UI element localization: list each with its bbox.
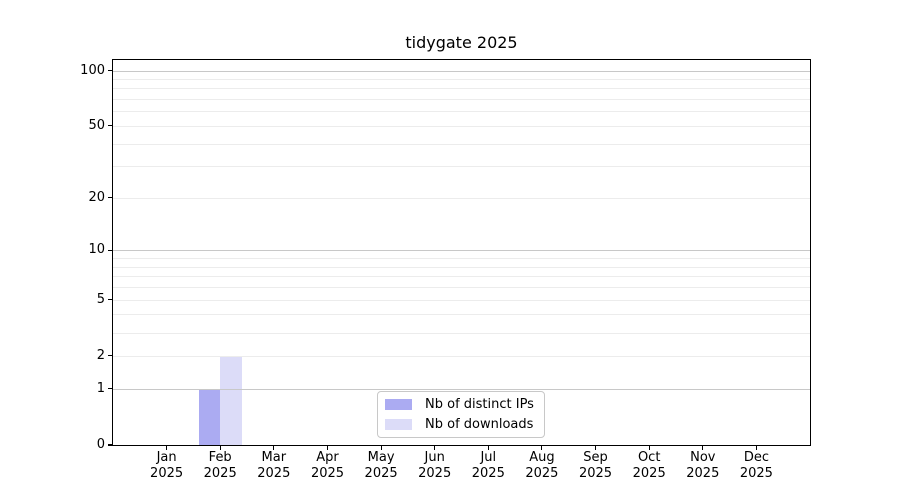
x-tick-mark (594, 445, 597, 450)
legend-swatch-distinct-ips (385, 399, 412, 410)
x-tick-month: Nov (690, 450, 716, 465)
x-tick-month: Jul (480, 450, 497, 465)
x-tick-month: Oct (637, 450, 661, 465)
x-tick-label-aug: Aug 2025 (512, 450, 572, 482)
gridline-minor-40 (113, 143, 810, 145)
x-tick-label-feb: Feb 2025 (190, 450, 250, 482)
y-tick-label-50: 50 (88, 117, 105, 133)
x-tick-year: 2025 (739, 466, 773, 481)
x-tick-label-sep: Sep 2025 (566, 450, 626, 482)
gridline-minor-5 (113, 299, 810, 301)
gridline-minor-4 (113, 314, 810, 316)
x-tick-mark (219, 445, 221, 450)
x-tick-year: 2025 (578, 466, 613, 481)
gridline-minor-50 (113, 125, 810, 127)
legend-label-distinct-ips: Nb of distinct IPs (425, 397, 534, 412)
x-tick-label-nov: Nov 2025 (673, 450, 733, 482)
x-tick-year: 2025 (418, 466, 452, 481)
gridline-minor-60 (113, 111, 810, 113)
y-tick-mark (108, 299, 113, 301)
plot-area (112, 59, 811, 446)
x-tick-month: Aug (529, 450, 555, 465)
x-tick-month: Jun (424, 450, 445, 465)
x-tick-mark (326, 445, 329, 450)
x-tick-label-may: May 2025 (351, 450, 411, 482)
y-tick-label-20: 20 (88, 189, 105, 205)
gridline-major-10 (113, 250, 810, 252)
chart-title: tidygate 2025 (405, 33, 518, 52)
legend-item-downloads: Nb of downloads (385, 417, 544, 432)
x-tick-year: 2025 (203, 466, 237, 481)
x-tick-year: 2025 (471, 466, 505, 481)
gridline-minor-8 (113, 266, 810, 268)
x-tick-mark (487, 445, 489, 450)
x-tick-month: Mar (261, 450, 287, 465)
y-tick-mark (108, 249, 113, 251)
x-tick-month: Sep (583, 450, 608, 465)
x-tick-month: Feb (208, 450, 232, 465)
x-tick-year: 2025 (686, 466, 720, 481)
x-tick-year: 2025 (364, 466, 398, 481)
y-tick-mark (108, 197, 113, 199)
x-tick-mark (755, 445, 757, 450)
x-tick-label-oct: Oct 2025 (619, 450, 679, 482)
x-tick-year: 2025 (310, 466, 345, 481)
x-tick-mark (273, 445, 275, 450)
legend-label-downloads: Nb of downloads (425, 417, 534, 432)
x-tick-mark (541, 445, 543, 450)
gridline-minor-3 (113, 332, 810, 334)
x-tick-mark (648, 445, 650, 450)
y-tick-mark (108, 388, 113, 390)
x-tick-mark (702, 445, 704, 450)
bar-feb-nb-of-distinct-ips (198, 388, 221, 445)
x-tick-year: 2025 (525, 466, 559, 481)
legend-swatch-downloads (385, 419, 412, 430)
x-tick-year: 2025 (257, 466, 291, 481)
bar-feb-nb-of-downloads (220, 355, 242, 445)
gridline-major-100 (113, 70, 810, 72)
y-tick-label-1: 1 (96, 380, 105, 396)
y-tick-mark (108, 355, 113, 357)
x-tick-label-apr: Apr 2025 (298, 450, 358, 482)
y-tick-mark (108, 444, 113, 446)
gridline-minor-70 (113, 99, 810, 101)
gridline-minor-2 (113, 355, 810, 357)
x-tick-year: 2025 (150, 466, 184, 481)
x-tick-label-jan: Jan 2025 (137, 450, 197, 482)
x-tick-label-dec: Dec 2025 (726, 450, 786, 482)
x-tick-mark (166, 445, 168, 450)
gridline-minor-90 (113, 79, 810, 80)
x-tick-mark (380, 445, 382, 450)
x-tick-month: Jan (156, 450, 177, 465)
y-tick-label-2: 2 (96, 347, 105, 363)
x-tick-label-jun: Jun 2025 (405, 450, 465, 482)
gridline-minor-80 (113, 88, 810, 90)
legend: Nb of distinct IPs Nb of downloads (377, 391, 545, 438)
gridline-minor-30 (113, 166, 810, 168)
gridline-minor-6 (113, 287, 810, 289)
y-tick-label-5: 5 (96, 291, 105, 307)
y-tick-label-10: 10 (88, 242, 105, 258)
gridline-minor-9 (113, 258, 810, 260)
y-tick-label-100: 100 (80, 62, 105, 78)
x-tick-mark (434, 445, 436, 450)
gridline-minor-7 (113, 276, 810, 278)
x-tick-month: May (367, 450, 395, 465)
x-tick-month: Dec (743, 450, 769, 465)
x-tick-year: 2025 (632, 466, 666, 481)
y-tick-mark (108, 125, 113, 127)
y-tick-mark (108, 69, 113, 72)
y-tick-label-0: 0 (96, 437, 105, 452)
x-tick-month: Apr (316, 450, 339, 465)
x-tick-label-jul: Jul 2025 (458, 450, 518, 482)
gridline-major-1 (113, 388, 810, 390)
x-tick-label-mar: Mar 2025 (244, 450, 304, 482)
gridline-minor-20 (113, 197, 810, 199)
legend-item-distinct-ips: Nb of distinct IPs (385, 397, 544, 412)
